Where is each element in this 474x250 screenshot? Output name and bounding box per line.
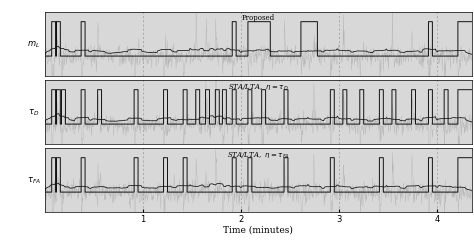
Y-axis label: $\tau_{FA}$: $\tau_{FA}$	[27, 175, 41, 186]
Y-axis label: $\tau_D$: $\tau_D$	[28, 107, 39, 118]
Text: STA/LTA,  $\eta = \tau_{FA}$: STA/LTA, $\eta = \tau_{FA}$	[227, 150, 290, 160]
Y-axis label: $m_L$: $m_L$	[27, 40, 40, 50]
Text: STA/LTA,  $\eta = \tau_D$: STA/LTA, $\eta = \tau_D$	[228, 82, 289, 92]
X-axis label: Time (minutes): Time (minutes)	[223, 224, 293, 233]
Text: Proposed: Proposed	[242, 14, 275, 22]
